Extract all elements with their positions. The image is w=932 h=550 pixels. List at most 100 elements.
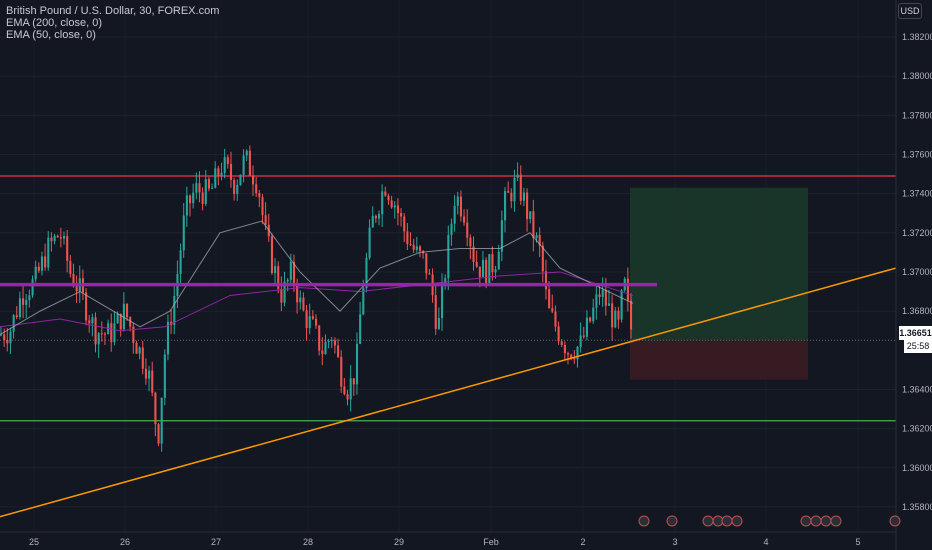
candle-body [132,326,135,343]
candle-body [453,205,456,224]
candle-body [141,347,144,369]
candle-body [192,192,195,204]
candle-body [390,200,393,208]
economic-events [638,515,901,527]
candle-body [324,341,327,355]
target-zone [630,187,808,341]
candle-body [469,237,472,247]
candle-body [365,257,368,289]
candle-body [151,370,154,393]
candle-body [44,256,47,268]
candle-body [154,392,157,425]
currency-button[interactable]: USD [898,3,922,19]
bar-countdown: 25:58 [904,340,932,353]
candle-body [189,195,192,204]
candle-body [384,191,387,196]
candle-body [604,289,607,306]
candle-body [261,197,264,216]
time-tick-label: 29 [394,537,404,547]
candle-body [204,179,207,204]
symbol-title[interactable]: British Pound / U.S. Dollar, 30, FOREX.c… [6,5,220,17]
candle-body [510,192,513,202]
candle-body [85,292,88,321]
time-tick-label: 3 [672,537,677,547]
candle-body [56,235,59,238]
candle-body [311,316,314,319]
candle-body [277,266,280,289]
candle-body [283,281,286,303]
candle-body [59,237,62,239]
candle-body [173,295,176,325]
candle-body [242,155,245,175]
candle-body [195,183,198,193]
candle-body [163,354,166,398]
candle-body [330,340,333,342]
candle-body [148,370,151,379]
candle-body [236,184,239,194]
candle-body [563,345,566,354]
ema200-legend[interactable]: EMA (200, close, 0) [6,17,102,29]
price-tick-label: 1.38000 [902,71,932,81]
candle-body [264,215,267,225]
candle-body [585,317,588,337]
candle-body [485,259,488,285]
candle-body [412,244,415,250]
time-tick-label: 2 [580,537,585,547]
candle-body [214,168,217,188]
candle-body [6,340,9,344]
candle-body [346,394,349,400]
candle-body [274,266,277,274]
event-flag-icon [889,515,901,527]
candle-body [387,195,390,201]
candle-body [327,340,330,342]
candle-body [425,253,428,274]
ema50-legend[interactable]: EMA (50, close, 0) [6,29,96,41]
candle-body [340,356,343,387]
candle-body [122,303,125,330]
candle-body [103,333,107,335]
candle-body [198,183,201,193]
candle-body [286,279,289,282]
time-axis: 25 26 27 28 29 Feb 2 3 4 5 [29,537,861,547]
candle-body [50,237,53,242]
candle-body [349,378,352,400]
candle-body [129,317,132,327]
candle-body [516,174,519,178]
candle-body [333,340,336,346]
time-tick-label: 28 [303,537,313,547]
candle-body [355,343,359,385]
candle-body [233,180,236,194]
candle-body [31,279,34,296]
candle-body [359,314,362,344]
time-tick-label: 4 [763,537,768,547]
price-tick-label: 1.37600 [902,149,932,159]
candle-body [371,215,374,228]
candle-body [113,323,116,343]
candle-body [441,284,444,319]
candle-body [138,347,141,354]
candle-body [25,300,28,305]
candle-body [626,278,629,301]
candle-body [63,235,66,239]
candle-body [18,298,21,318]
candle-body [299,297,302,303]
price-tick-label: 1.36800 [902,306,932,316]
candle-series [0,145,633,452]
candle-body [258,193,261,198]
candle-body [513,177,516,202]
candle-body [289,262,292,280]
candle-body [0,334,3,336]
candle-body [409,244,412,246]
candle-body [226,157,229,164]
candle-body [368,227,371,258]
candle-body [343,386,346,395]
candle-body [497,251,500,270]
candle-body [447,234,450,279]
candle-body [9,331,12,344]
candle-body [211,187,214,189]
candle-body [598,294,601,297]
ascending-trendline [0,267,897,518]
time-tick-label: 5 [855,537,860,547]
event-flag-icon [731,515,743,527]
